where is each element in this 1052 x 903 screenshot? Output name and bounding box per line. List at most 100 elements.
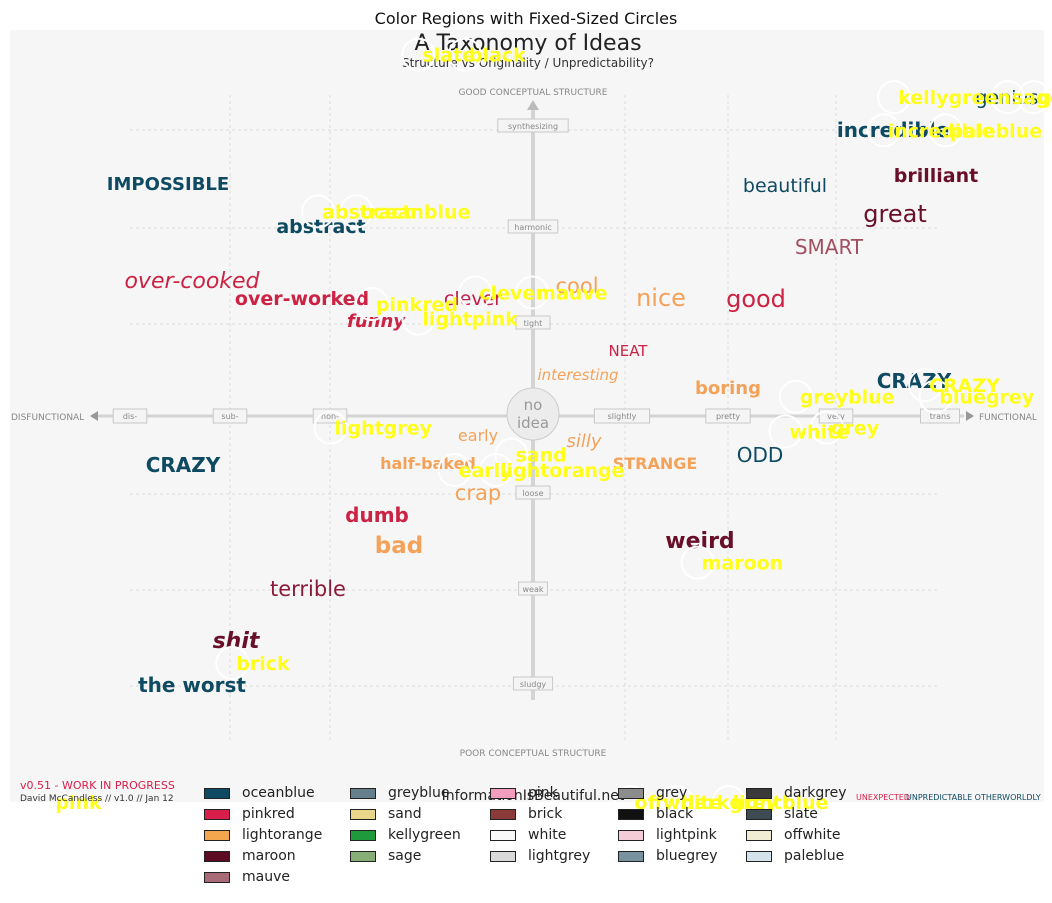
point-label: maroon (702, 553, 784, 575)
point-label: white (790, 421, 850, 443)
chart-title: Color Regions with Fixed-Sized Circles (375, 9, 678, 28)
legend-item: lightgrey (490, 847, 590, 865)
legend-swatch (350, 829, 376, 841)
footer-center: InformationIsBeautiful.net (442, 788, 625, 804)
point-label: clever (479, 282, 545, 304)
idea-word: CRAZY (146, 453, 221, 477)
vertical-tick-box (497, 118, 569, 133)
point-circle (659, 785, 694, 819)
legend-item: mauve (204, 868, 290, 886)
point-label: grey (831, 418, 880, 440)
left-arrow-icon (90, 411, 98, 421)
idea-word: half-baked (380, 454, 476, 473)
point-circle (778, 379, 813, 414)
legend-item: bluegrey (618, 847, 718, 865)
legend-swatch (746, 850, 772, 862)
idea-word: great (863, 200, 926, 228)
legend-swatch (490, 787, 516, 799)
idea-word: beautiful (743, 175, 827, 197)
horizontal-tick-label: trans (930, 412, 951, 421)
legend-label: darkgrey (784, 785, 847, 801)
legend-label: mauve (242, 869, 290, 885)
point-label: bluegrey (939, 387, 1034, 409)
legend-item: pinkred (204, 805, 295, 823)
legend-label: maroon (242, 848, 296, 864)
footer-credit: David McCandless // v1.0 // Jan 12 (20, 794, 174, 804)
vertical-tick-label: sludgy (520, 680, 547, 689)
point-label: lightpink (422, 309, 518, 331)
horizontal-tick-label: slightly (608, 412, 637, 421)
vertical-tick-box (518, 581, 548, 596)
legend-label: sage (388, 848, 422, 864)
legend-label: lightpink (656, 827, 717, 843)
axis-label-bottom: POOR CONCEPTUAL STRUCTURE (460, 749, 607, 759)
point-label: abstract (322, 201, 411, 223)
idea-word: weird (665, 529, 734, 554)
legend-label: sand (388, 806, 422, 822)
point-label: sand (515, 445, 566, 467)
vertical-tick-label: weak (523, 585, 544, 594)
idea-word: nice (636, 284, 686, 312)
legend-swatch (204, 787, 230, 799)
legend-swatch (204, 871, 230, 883)
horizontal-tick-box (212, 408, 248, 424)
legend-item: sand (350, 805, 422, 823)
horizontal-tick-label: very (827, 412, 845, 421)
axis-label-right: FUNCTIONAL (979, 413, 1037, 423)
idea-word: IMPOSSIBLE (107, 174, 229, 195)
point-circle (918, 379, 953, 414)
point-label: oceanblue (360, 201, 470, 223)
vertical-tick-box (515, 315, 551, 330)
legend-item: lightpink (618, 826, 717, 844)
footer-right-red: UNEXPECTED (856, 793, 910, 802)
legend-label: bluegrey (656, 848, 718, 864)
point-circles (34, 37, 1051, 819)
idea-word: cool (555, 274, 598, 298)
point-label: kellygreen (898, 87, 1011, 109)
vertical-tick-box (512, 676, 554, 691)
horizontal-tick-box (593, 408, 651, 424)
idea-word: terrible (270, 577, 346, 601)
legend-label: brick (528, 806, 563, 822)
point-circle (768, 414, 803, 449)
legend-swatch (746, 808, 772, 820)
point-circle (928, 113, 963, 148)
axis-label-top: GOOD CONCEPTUAL STRUCTURE (459, 88, 608, 98)
point-label: pinkred (376, 294, 458, 316)
idea-word: good (726, 285, 786, 313)
point-circle (711, 785, 746, 819)
legend-label: pinkred (242, 806, 295, 822)
idea-word: SMART (795, 235, 864, 259)
idea-word: silly (566, 431, 601, 452)
idea-word: the worst (138, 673, 246, 697)
point-circle (34, 785, 69, 819)
axis-ticks: synthesizing harmonic tight loose weak sludgy… (112, 118, 960, 691)
point-circle (877, 80, 912, 115)
idea-word: early (458, 426, 498, 445)
vertical-tick-label: tight (524, 319, 543, 328)
point-circle (908, 368, 943, 403)
legend-item: maroon (204, 847, 296, 865)
legend-label: white (528, 827, 567, 843)
vertical-tick-box (507, 219, 559, 234)
point-circle (866, 113, 901, 148)
legend-swatch (618, 850, 644, 862)
idea-word: STRANGE (613, 454, 698, 473)
footer-left: v0.51 - WORK IN PROGRESS (20, 779, 175, 792)
legend-item: lightorange (204, 826, 322, 844)
point-circle (401, 37, 436, 72)
point-label: incredible (888, 120, 995, 142)
point-circle (301, 194, 336, 229)
legend-swatch (204, 829, 230, 841)
legend-swatch (618, 787, 644, 799)
legend-swatch (746, 829, 772, 841)
legend-swatch (204, 808, 230, 820)
point-label: slate (422, 45, 475, 67)
vertical-tick-label: synthesizing (508, 122, 558, 131)
legend-label: oceanblue (242, 785, 315, 801)
idea-word: boring (695, 378, 761, 399)
legend-item: darkgrey (746, 784, 847, 802)
center-label-line1: no (524, 396, 543, 414)
